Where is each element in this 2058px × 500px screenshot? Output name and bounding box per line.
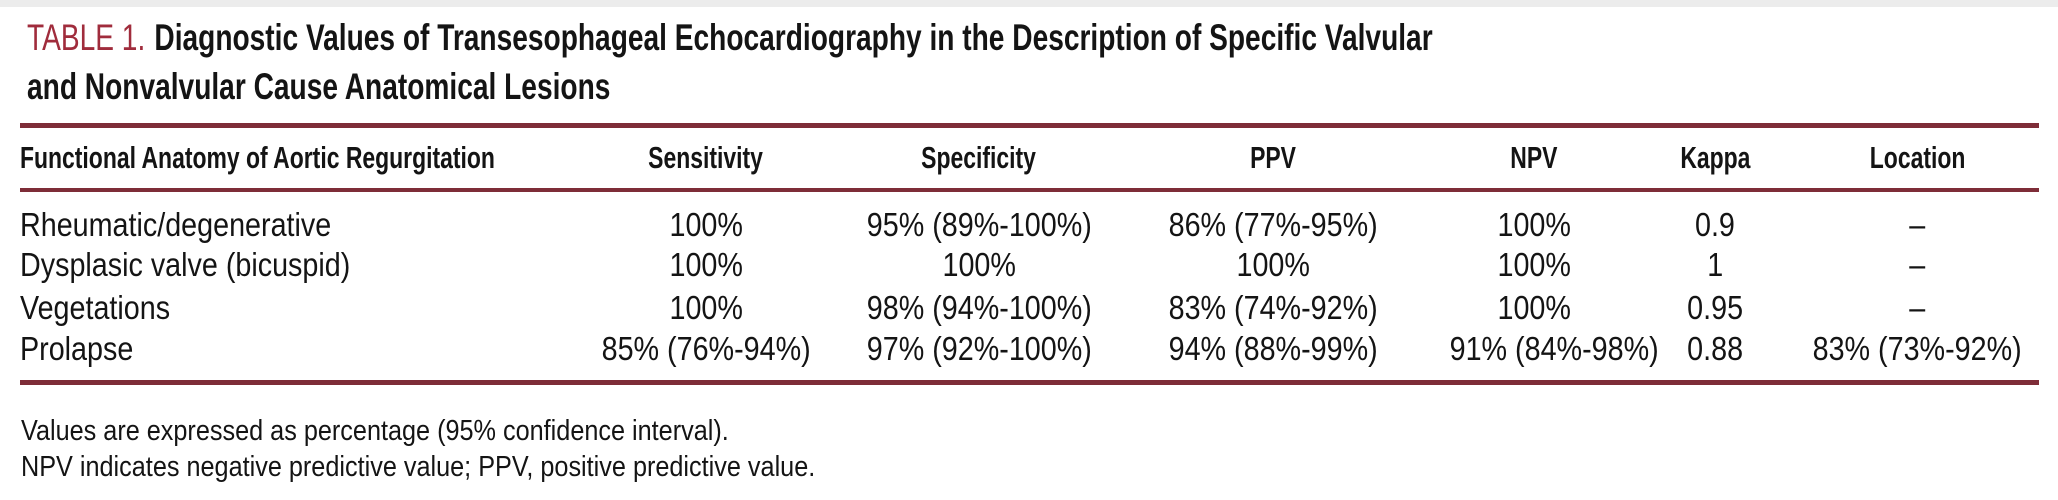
cell-location: – <box>1909 205 1926 243</box>
column-header-specificity: Specificity <box>846 125 1112 192</box>
cell-specificity: 100% <box>942 246 1016 283</box>
table-title-line2: and Nonvalvular Cause Anatomical Lesions <box>27 62 1877 111</box>
table-title-text-2: and Nonvalvular Cause Anatomical Lesions <box>27 66 611 107</box>
table-row-rheumatic-degenerative: Rheumatic/degenerative 100% 95% (89%-100… <box>20 190 2039 244</box>
column-header-functional-anatomy: Functional Anatomy of Aortic Regurgitati… <box>20 125 566 192</box>
column-header-location: Location <box>1796 125 2039 192</box>
cell-kappa: 0.88 <box>1687 329 1743 367</box>
cell-sensitivity: 100% <box>669 205 743 243</box>
cell-ppv: 86% (77%-95%) <box>1168 205 1378 243</box>
cell-sensitivity: 100% <box>669 246 743 283</box>
table-number-label: TABLE 1. <box>27 17 146 58</box>
table-row-dysplasic-valve: Dysplasic valve (bicuspid) 100% 100% 100… <box>20 244 2039 287</box>
table-title-text-1: Diagnostic Values of Transesophageal Ech… <box>154 17 1433 58</box>
cell-location: – <box>1909 289 1926 326</box>
header-row: Functional Anatomy of Aortic Regurgitati… <box>20 125 2039 192</box>
row-label: Rheumatic/degenerative <box>20 205 332 243</box>
cell-kappa: 0.95 <box>1687 289 1743 326</box>
cell-sensitivity: 100% <box>669 289 743 326</box>
diagnostic-values-table: Functional Anatomy of Aortic Regurgitati… <box>20 123 2039 385</box>
cell-sensitivity: 85% (76%-94%) <box>601 329 811 367</box>
cell-specificity: 95% (89%-100%) <box>866 205 1092 243</box>
row-label: Prolapse <box>20 329 134 367</box>
cell-ppv: 94% (88%-99%) <box>1168 329 1378 367</box>
cell-specificity: 97% (92%-100%) <box>866 329 1092 367</box>
column-header-npv: NPV <box>1434 125 1634 192</box>
row-label: Dysplasic valve (bicuspid) <box>20 246 351 283</box>
cell-npv: 100% <box>1497 205 1571 243</box>
footnote-abbreviations-note: NPV indicates negative predictive value;… <box>21 451 816 483</box>
cell-kappa: 0.9 <box>1695 205 1735 243</box>
cell-npv: 91% (84%-98%) <box>1449 329 1659 367</box>
page-edge-strip <box>0 0 2058 7</box>
cell-kappa: 1 <box>1707 246 1723 283</box>
column-header-ppv: PPV <box>1112 125 1434 192</box>
table-title: TABLE 1. Diagnostic Values of Transesopha… <box>27 13 1877 111</box>
table-footnotes: Values are expressed as percentage (95% … <box>21 413 934 485</box>
table-title-line1: TABLE 1. Diagnostic Values of Transesopha… <box>27 13 1877 62</box>
cell-specificity: 98% (94%-100%) <box>866 289 1092 326</box>
column-header-kappa: Kappa <box>1634 125 1796 192</box>
column-header-sensitivity: Sensitivity <box>566 125 846 192</box>
table-row-prolapse: Prolapse 85% (76%-94%) 97% (92%-100%) 94… <box>20 330 2039 383</box>
cell-ppv: 83% (74%-92%) <box>1168 289 1378 326</box>
cell-npv: 100% <box>1497 246 1571 283</box>
cell-location: – <box>1909 246 1926 283</box>
cell-location: 83% (73%-92%) <box>1812 329 2023 367</box>
cell-npv: 100% <box>1497 289 1571 326</box>
row-label: Vegetations <box>20 289 171 326</box>
cell-ppv: 100% <box>1236 246 1310 283</box>
footnote-values-note: Values are expressed as percentage (95% … <box>21 415 729 447</box>
table-row-vegetations: Vegetations 100% 98% (94%-100%) 83% (74%… <box>20 287 2039 330</box>
